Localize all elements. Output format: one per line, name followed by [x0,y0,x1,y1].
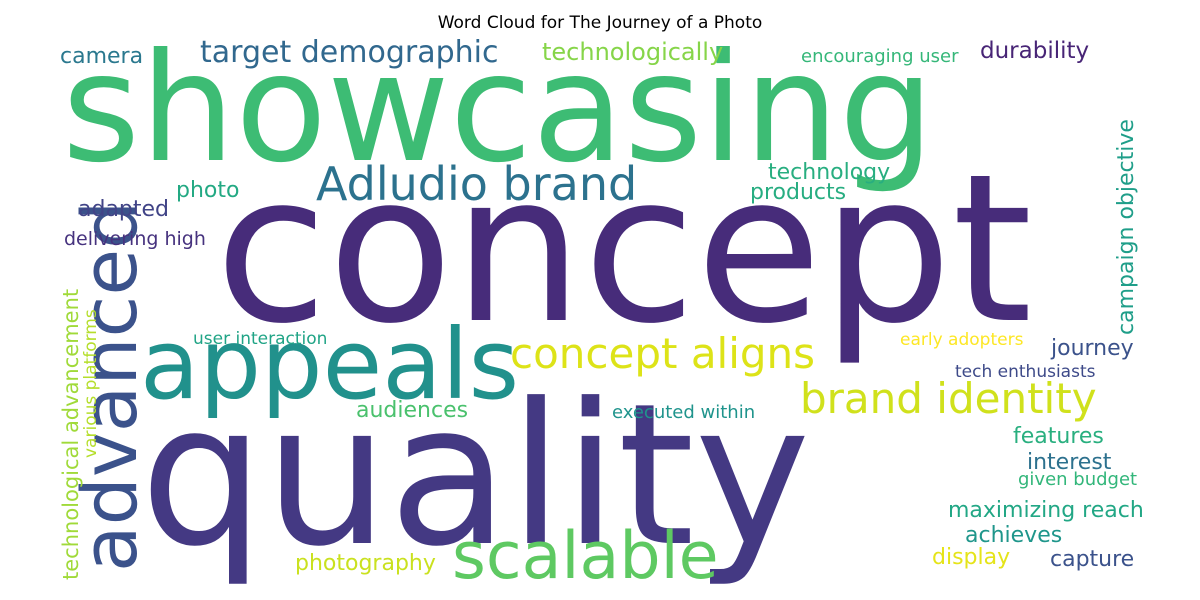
word-executed-within: executed within [612,402,755,423]
word-technological-advancement: technological advancement [59,289,83,580]
word-various-platforms: various platforms [81,309,101,458]
word-technology: technology [768,160,890,185]
word-technologically: technologically [542,38,723,66]
word-adludio-brand: Adludio brand [316,157,637,211]
word-journey: journey [1050,336,1134,361]
word-campaign-objective: campaign objective [1114,119,1139,335]
word-photography: photography [295,551,436,576]
word-user-interaction: user interaction [193,329,327,349]
word-capture: capture [1050,547,1134,572]
word-early-adopters: early adopters [900,330,1024,350]
word-tech-enthusiasts: tech enthusiasts [955,362,1096,382]
word-photo: photo [176,178,239,203]
word-appeals: appeals [140,308,519,421]
word-advanced: advanced [65,201,154,572]
word-showcasing: showcasing [62,22,934,196]
word-camera: camera [60,44,143,69]
word-delivering-high: delivering high [64,228,206,250]
word-encouraging-user: encouraging user [801,46,959,67]
word-audiences: audiences [356,398,468,423]
word-concept-aligns: concept aligns [510,329,815,378]
word-given-budget: given budget [1018,469,1137,490]
word-concept: concept [215,131,1032,369]
word-products: products [750,180,846,205]
word-adapted: adapted [78,197,169,222]
word-maximizing-reach: maximizing reach [948,498,1144,523]
word-features: features [1013,424,1104,449]
word-durability: durability [980,38,1089,64]
word-display: display [932,545,1010,570]
word-scalable: scalable [452,519,719,594]
word-quality: quality [140,362,811,590]
word-target-demographic: target demographic [200,35,498,70]
chart-title: Word Cloud for The Journey of a Photo [438,13,763,33]
word-interest: interest [1027,450,1112,475]
word-brand-identity: brand identity [800,374,1097,423]
word-achieves: achieves [965,523,1062,548]
